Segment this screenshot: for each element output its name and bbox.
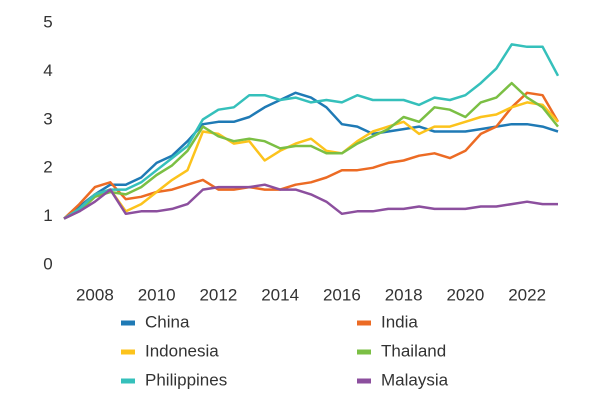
x-tick-label: 2012 bbox=[199, 285, 237, 304]
y-tick-label: 2 bbox=[43, 158, 52, 177]
x-tick-label: 2014 bbox=[261, 285, 299, 304]
x-tick-label: 2020 bbox=[446, 285, 484, 304]
x-tick-label: 2008 bbox=[76, 285, 114, 304]
x-tick-label: 2016 bbox=[323, 285, 361, 304]
x-tick-label: 2018 bbox=[385, 285, 423, 304]
x-tick-label: 2022 bbox=[508, 285, 546, 304]
legend-label: Thailand bbox=[381, 341, 446, 360]
legend-label: India bbox=[381, 312, 418, 331]
series-line bbox=[63, 183, 558, 220]
y-tick-label: 3 bbox=[43, 109, 52, 128]
series-line bbox=[63, 91, 560, 220]
series-line bbox=[63, 101, 559, 220]
y-tick-label: 5 bbox=[43, 12, 52, 31]
legend-label: China bbox=[145, 312, 190, 331]
legend-label: Indonesia bbox=[145, 341, 219, 360]
legend-label: Philippines bbox=[145, 370, 227, 389]
series-line bbox=[63, 43, 560, 220]
series-line bbox=[63, 91, 559, 220]
y-tick-label: 1 bbox=[43, 206, 52, 225]
x-tick-label: 2010 bbox=[138, 285, 176, 304]
y-tick-label: 4 bbox=[43, 61, 52, 80]
legend-label: Malaysia bbox=[381, 370, 449, 389]
series-line bbox=[63, 81, 559, 220]
y-tick-label: 0 bbox=[43, 254, 52, 273]
